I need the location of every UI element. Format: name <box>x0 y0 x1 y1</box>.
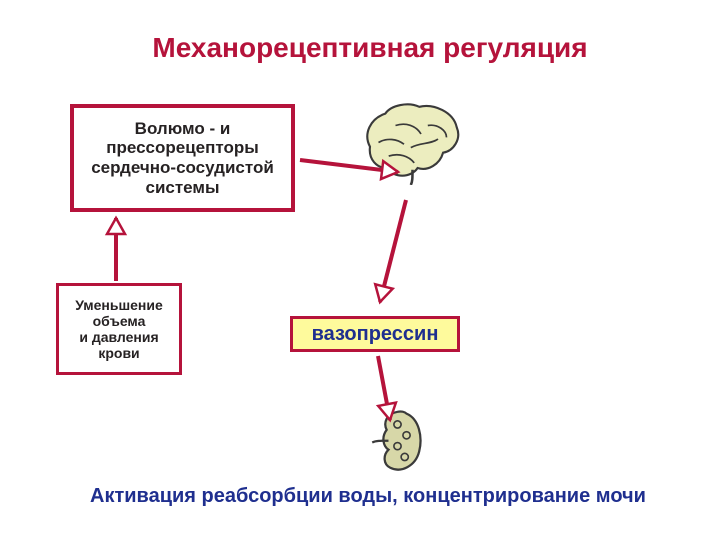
arrows-layer <box>0 0 720 540</box>
diagram-title: Механорецептивная регуляция <box>120 32 620 64</box>
brain-icon <box>360 100 465 185</box>
diagram-stage: Механорецептивная регуляция Волюмо - и п… <box>0 0 720 540</box>
bottom-caption: Активация реабсорбции воды, концентриров… <box>90 485 690 508</box>
node-decrease: Уменьшение объема и давления крови <box>56 283 182 375</box>
node-receptors: Волюмо - и прессорецепторы сердечно-сосу… <box>70 104 295 212</box>
kidney-icon <box>370 410 425 475</box>
node-vasopressin: вазопрессин <box>290 316 460 352</box>
